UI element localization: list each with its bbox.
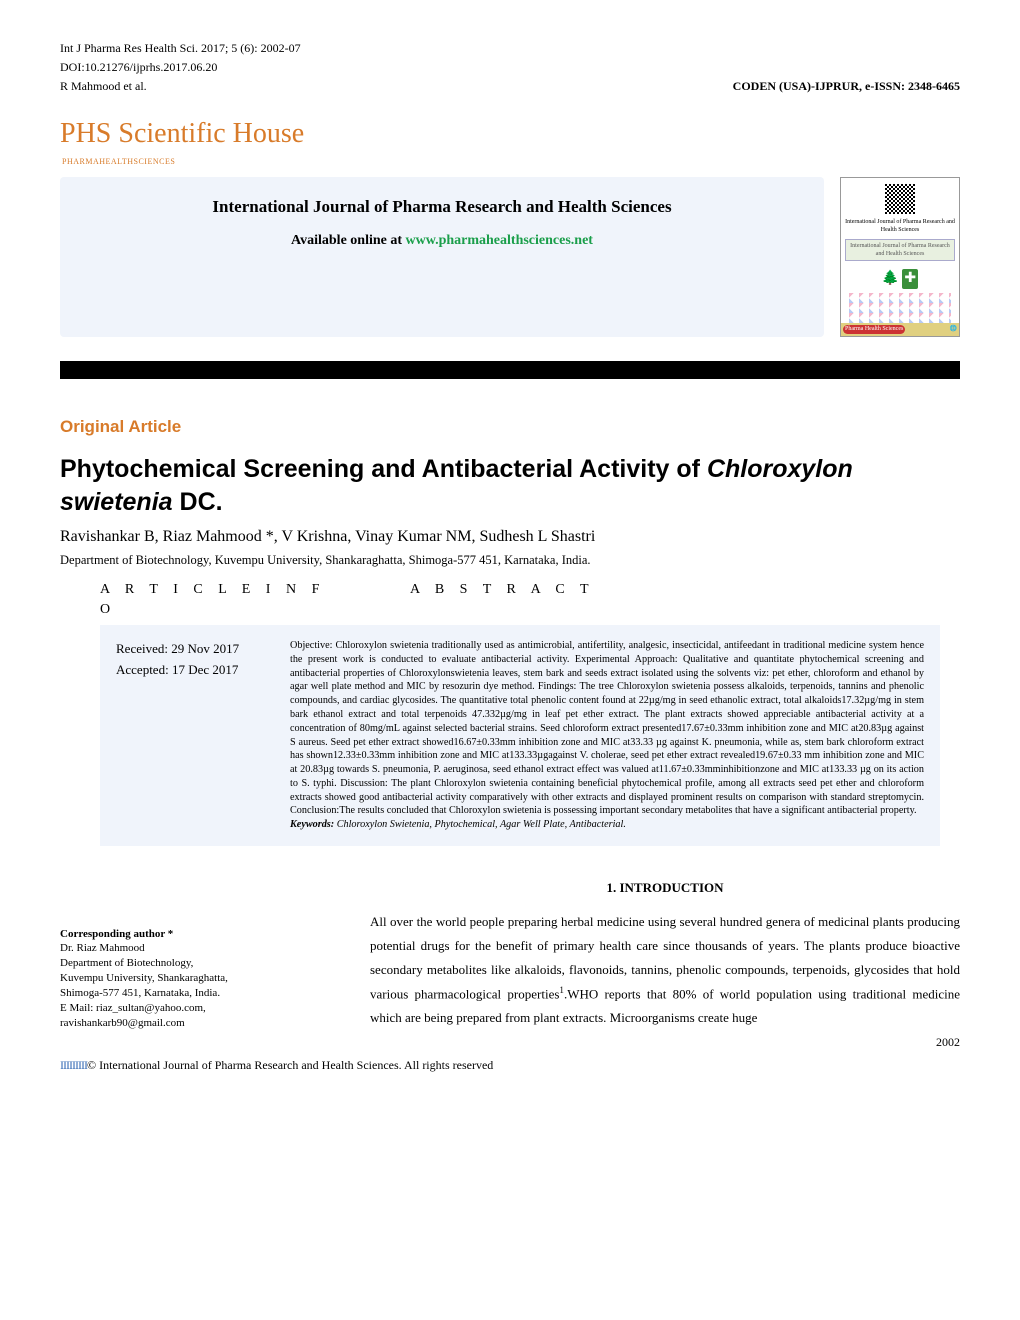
- citation-line: Int J Pharma Res Health Sci. 2017; 5 (6)…: [60, 40, 960, 57]
- author-short: R Mahmood et al.: [60, 78, 147, 95]
- cover-icons-row: 🌲 ✚: [841, 269, 959, 289]
- cover-subtitle-bar: International Journal of Pharma Research…: [845, 239, 955, 262]
- title-part-1: Phytochemical Screening and Antibacteria…: [60, 455, 707, 483]
- coden-issn: CODEN (USA)-IJPRUR, e-ISSN: 2348-6465: [733, 78, 960, 95]
- right-column: 1. INTRODUCTION All over the world peopl…: [370, 876, 960, 1031]
- paper-title: Phytochemical Screening and Antibacteria…: [60, 453, 960, 521]
- divider-bar: [60, 361, 960, 379]
- intro-heading: 1. INTRODUCTION: [370, 876, 960, 900]
- cover-title: International Journal of Pharma Research…: [841, 218, 959, 235]
- page-number: 2002: [60, 1034, 960, 1051]
- available-prefix: Available online at: [291, 233, 405, 248]
- cross-icon: ✚: [902, 269, 918, 289]
- keywords-label: Keywords:: [290, 819, 334, 830]
- body-columns: Corresponding author * Dr. Riaz Mahmood …: [60, 876, 960, 1031]
- tree-icon: 🌲: [882, 269, 899, 289]
- globe-icon: 🌐: [950, 325, 957, 333]
- abstract-text: Objective: Chloroxylon swietenia traditi…: [290, 639, 924, 832]
- journal-banner: International Journal of Pharma Research…: [60, 177, 824, 337]
- title-part-2: DC.: [173, 488, 223, 516]
- publisher-subtitle: PHARMAHEALTHSCIENCES: [62, 156, 304, 167]
- copyright-bars-icon: IIIIIIIII: [60, 1058, 87, 1072]
- publisher-block: PHS Scientific House PHARMAHEALTHSCIENCE…: [60, 114, 960, 166]
- journal-url-link[interactable]: www.pharmahealthsciences.net: [406, 233, 593, 248]
- section-labels-row: A R T I C L E I N F O A B S T R A C T: [60, 580, 960, 625]
- accepted-date: Accepted: 17 Dec 2017: [116, 660, 276, 681]
- corr-line-4: E Mail: riaz_sultan@yahoo.com,: [60, 1001, 340, 1016]
- corresponding-label: Corresponding author *: [60, 927, 340, 942]
- header-row: R Mahmood et al. CODEN (USA)-IJPRUR, e-I…: [60, 78, 960, 95]
- article-info-label: A R T I C L E I N F O: [100, 580, 350, 619]
- copyright-line: IIIIIIIII© International Journal of Phar…: [60, 1057, 960, 1074]
- corr-line-3: Shimoga-577 451, Karnataka, India.: [60, 986, 340, 1001]
- corr-line-5: ravishankarb90@gmail.com: [60, 1016, 340, 1031]
- qr-code-icon: [885, 184, 915, 214]
- journal-availability: Available online at www.pharmahealthscie…: [84, 231, 800, 251]
- citation-superscript: 1: [559, 985, 564, 995]
- abstract-body: Objective: Chloroxylon swietenia traditi…: [290, 640, 924, 816]
- keywords-text: Chloroxylon Swietenia, Phytochemical, Ag…: [334, 819, 626, 830]
- dna-helix-icon: [849, 293, 951, 323]
- abstract-label: A B S T R A C T: [350, 580, 940, 619]
- cover-footer: Pharma Health Sciences 🌐: [841, 323, 959, 335]
- journal-banner-wrap: International Journal of Pharma Research…: [60, 177, 960, 337]
- corr-line-2: Kuvempu University, Shankaraghatta,: [60, 971, 340, 986]
- publisher-name: PHS Scientific House: [60, 114, 304, 153]
- corr-line-1: Department of Biotechnology,: [60, 956, 340, 971]
- journal-cover-thumbnail: International Journal of Pharma Research…: [840, 177, 960, 337]
- dates-column: Received: 29 Nov 2017 Accepted: 17 Dec 2…: [116, 639, 276, 832]
- corr-line-0: Dr. Riaz Mahmood: [60, 941, 340, 956]
- doi-line: DOI:10.21276/ijprhs.2017.06.20: [60, 59, 960, 76]
- article-type: Original Article: [60, 415, 960, 439]
- copyright-text: © International Journal of Pharma Resear…: [87, 1058, 493, 1072]
- affiliation: Department of Biotechnology, Kuvempu Uni…: [60, 552, 960, 570]
- received-date: Received: 29 Nov 2017: [116, 639, 276, 660]
- info-abstract-box: Received: 29 Nov 2017 Accepted: 17 Dec 2…: [100, 625, 940, 846]
- cover-footer-badge: Pharma Health Sciences: [843, 325, 905, 333]
- left-column: Corresponding author * Dr. Riaz Mahmood …: [60, 876, 340, 1031]
- corresponding-author-block: Corresponding author * Dr. Riaz Mahmood …: [60, 927, 340, 1031]
- author-list: Ravishankar B, Riaz Mahmood *, V Krishna…: [60, 526, 960, 548]
- journal-title: International Journal of Pharma Research…: [84, 195, 800, 219]
- intro-body: All over the world people preparing herb…: [370, 910, 960, 1031]
